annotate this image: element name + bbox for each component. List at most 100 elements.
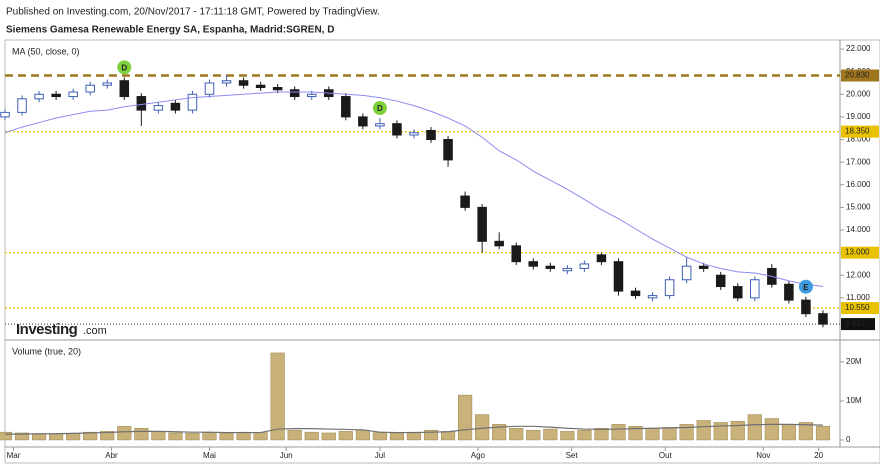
candle-body [289,89,300,98]
volume-ma-line [5,423,823,435]
candle-body [392,123,402,136]
candle-body [255,84,266,89]
candle-body [528,261,539,267]
y-tick-label: 0 [846,435,851,444]
volume-bar [662,427,677,441]
candle-body [358,116,368,127]
volume-bar [355,429,370,441]
volume-bar [338,431,353,441]
candle-body [562,267,573,272]
candle-body [187,93,198,111]
y-tick-label: 14.000 [846,225,871,234]
candle-body [238,80,249,86]
volume-bar [49,433,64,441]
y-tick-label: 16.000 [846,180,871,189]
volume-bar [423,429,439,441]
candle-body [477,206,487,242]
candle-body [443,139,453,161]
volume-bar [509,428,524,441]
candle-body [0,111,10,118]
y-tick-label: 10M [846,396,862,405]
volume-bar [389,432,405,441]
y-tick-label: 15.000 [846,202,871,211]
x-tick-label: Ago [471,451,486,460]
y-tick-label: 18.000 [846,135,871,144]
volume-bar [781,424,796,441]
candle-body [801,299,811,315]
candle-body [170,102,181,111]
candle-body [613,261,624,292]
volume-bar [594,428,609,441]
candle-body [681,265,692,281]
x-tick-label: Mai [203,451,216,460]
level-tag [841,246,879,259]
published-note: Published on Investing.com, 20/Nov/2017 … [6,7,380,18]
level-label: 18.350 [845,127,870,136]
volume-bar [83,431,98,441]
volume-bar [0,431,13,441]
volume-bar [168,432,183,441]
candle-body [630,290,641,297]
candle-body [715,274,726,288]
candle-body [51,93,61,98]
volume-bar [202,432,217,441]
volume-bar [815,426,831,441]
volume-bar [679,424,694,441]
volume-bar [696,420,711,441]
candle-body [750,279,760,299]
logo-suffix: .com [83,325,107,337]
candle-body [375,123,385,127]
x-tick-label: Out [659,451,673,460]
event-marker [798,279,813,294]
volume-bar [458,394,473,441]
candle-body [102,82,113,86]
candle-body [545,265,556,269]
volume-bar [219,432,234,441]
volume-legend: Volume (true, 20) [12,346,81,356]
candle-body [647,295,658,299]
x-tick-label: Abr [105,451,118,460]
level-label: 10.550 [845,303,870,312]
candle-body [221,80,232,84]
event-marker [117,60,132,75]
candle-body [460,195,470,208]
volume-bar [475,414,490,441]
volume-bar [236,431,251,441]
volume-bar [134,428,149,441]
volume-bar [628,426,643,441]
y-tick-label: 12.000 [846,270,871,279]
candle-body [732,286,743,299]
y-tick-label: 19.000 [846,112,871,121]
y-tick-label: 22.000 [846,44,871,53]
volume-bar [253,432,268,441]
event-label: E [803,283,809,292]
candle-body [341,96,351,118]
event-marker [372,101,387,116]
level-tag [841,302,879,315]
candle-body [153,105,164,111]
volume-bar [185,433,200,441]
volume-bar [764,418,779,441]
x-tick-label: 20 [814,451,823,460]
candle-body [119,80,130,98]
event-label: D [377,104,383,113]
volume-bar [577,429,592,441]
last-price-label: 9.841 [845,319,866,328]
volume-bar [304,431,319,441]
volume-bar [645,428,660,441]
y-tick-label: 20.000 [846,89,871,98]
price-legend: MA (50, close, 0) [12,46,80,56]
level-label: 20.830 [845,71,870,80]
candle-body [85,84,95,93]
candle-body [494,240,504,247]
y-tick-label: 20M [846,357,862,366]
volume-bar [747,414,762,441]
volume-bar [543,428,558,441]
candle-body [664,279,675,297]
event-label: D [121,63,127,72]
candle-body [136,96,147,111]
volume-bar [66,433,81,441]
volume-bar [14,432,30,441]
